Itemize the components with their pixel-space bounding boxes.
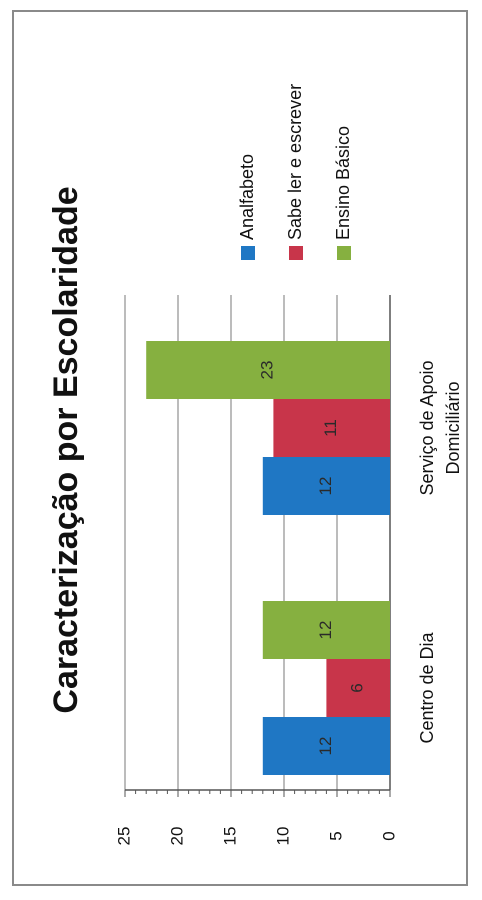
data-label: 12 <box>316 621 335 640</box>
bar-1-2 <box>146 341 390 399</box>
data-label: 12 <box>316 477 335 496</box>
chart-title: Caracterização por Escolaridade <box>47 186 85 713</box>
data-label: 12 <box>316 737 335 756</box>
legend-label: Sabe ler e escrever <box>285 84 305 240</box>
y-tick-label: 15 <box>220 827 239 846</box>
bar-1-1 <box>273 399 390 457</box>
category-label: Centro de Dia <box>417 631 437 743</box>
data-label: 23 <box>258 361 277 380</box>
legend-swatch <box>241 246 255 260</box>
legend-swatch <box>337 246 351 260</box>
data-label: 6 <box>348 683 367 692</box>
y-tick-label: 0 <box>379 831 398 840</box>
legend-label: Ensino Básico <box>333 126 353 240</box>
data-label: 11 <box>321 419 340 437</box>
bar-0-2 <box>262 601 390 659</box>
legend-swatch <box>289 246 303 260</box>
y-tick-label: 5 <box>326 831 345 840</box>
category-label: Serviço de Apoio <box>417 360 437 495</box>
y-tick-label: 20 <box>167 827 186 846</box>
chart-frame <box>12 10 468 886</box>
legend-label: Analfabeto <box>237 154 257 240</box>
category-label: Domiciliário <box>443 381 463 474</box>
y-tick-label: 10 <box>273 827 292 846</box>
bar-1-0 <box>262 457 390 515</box>
bar-0-0 <box>262 717 390 775</box>
y-tick-label: 25 <box>114 827 133 846</box>
bar-0-1 <box>326 659 390 717</box>
